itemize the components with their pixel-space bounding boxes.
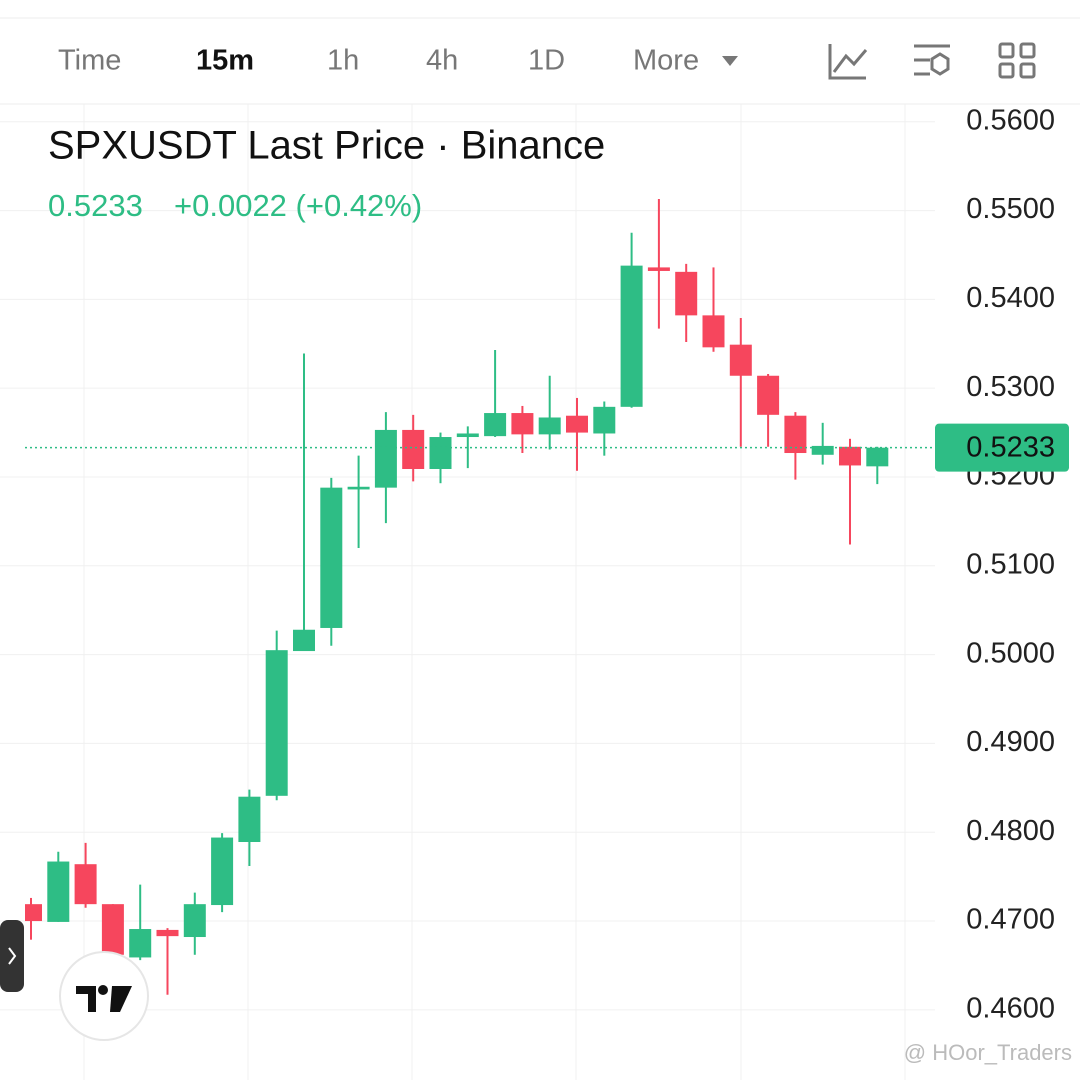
candle-body [47, 861, 70, 922]
candle-body [866, 447, 889, 467]
change-label: +0.0022 (+0.42%) [174, 188, 422, 223]
y-tick-label: 0.4700 [966, 904, 1055, 936]
candle-body [511, 413, 534, 435]
price-tag [935, 423, 1069, 472]
candle-body [784, 415, 807, 454]
chart-title: SPXUSDT Last Price · Binance [48, 124, 605, 168]
candle-body [293, 629, 315, 652]
candle-body [374, 429, 397, 488]
watermark: @ HOor_Traders [904, 1040, 1072, 1065]
y-tick-label: 0.5300 [966, 371, 1055, 403]
candle-body [183, 904, 206, 938]
candle-body [620, 265, 643, 407]
y-tick-label: 0.4800 [966, 815, 1055, 847]
candle-body [238, 796, 261, 842]
candle-body [729, 344, 752, 376]
grid [0, 104, 935, 1080]
layout-icon[interactable] [998, 42, 1036, 79]
candle-body [757, 375, 780, 415]
candle-body [484, 413, 507, 437]
time-tab[interactable]: More [633, 45, 699, 77]
candle-body [702, 315, 725, 348]
candle-body [347, 486, 370, 490]
candle-body [675, 271, 698, 316]
candle-body [538, 417, 561, 435]
candle-body [566, 415, 588, 433]
time-tab[interactable]: Time [58, 45, 121, 77]
candle-body [402, 429, 425, 470]
y-tick-label: 0.4900 [966, 726, 1055, 758]
candle-body [129, 929, 152, 958]
side-toggle-arrow [8, 947, 17, 965]
time-tab[interactable]: 1h [327, 45, 359, 77]
time-tab[interactable]: 15m [196, 45, 254, 77]
y-tick-label: 0.5400 [966, 282, 1055, 314]
last-value: 0.5233 [48, 188, 143, 223]
indicator-icon[interactable] [914, 44, 950, 76]
candle-body [647, 267, 670, 271]
candle-body [811, 445, 834, 455]
candle-body [839, 446, 861, 466]
time-tab[interactable]: 4h [426, 45, 458, 77]
candle-body [593, 406, 616, 434]
y-tick-label: 0.5000 [966, 637, 1055, 669]
time-tab[interactable]: 1D [528, 45, 565, 77]
candle-body [320, 487, 343, 628]
candle-body [101, 904, 124, 955]
candle-body [265, 650, 288, 796]
price-tag-label: 0.5233 [966, 431, 1055, 463]
side-toggle[interactable] [0, 920, 24, 992]
y-tick-label: 0.5100 [966, 548, 1055, 580]
candle-body [74, 864, 97, 905]
more-caret[interactable] [722, 56, 738, 66]
y-tick-label: 0.5500 [966, 193, 1055, 225]
candle-body [156, 929, 179, 937]
candle-body [429, 437, 452, 470]
y-tick-label: 0.4600 [966, 992, 1055, 1024]
tv-logo [59, 951, 149, 1041]
y-tick-label: 0.5600 [966, 104, 1055, 136]
chart-type-icon[interactable] [828, 44, 868, 80]
candle-body [25, 904, 42, 922]
candle-body [211, 837, 234, 906]
candle-body [456, 433, 479, 438]
